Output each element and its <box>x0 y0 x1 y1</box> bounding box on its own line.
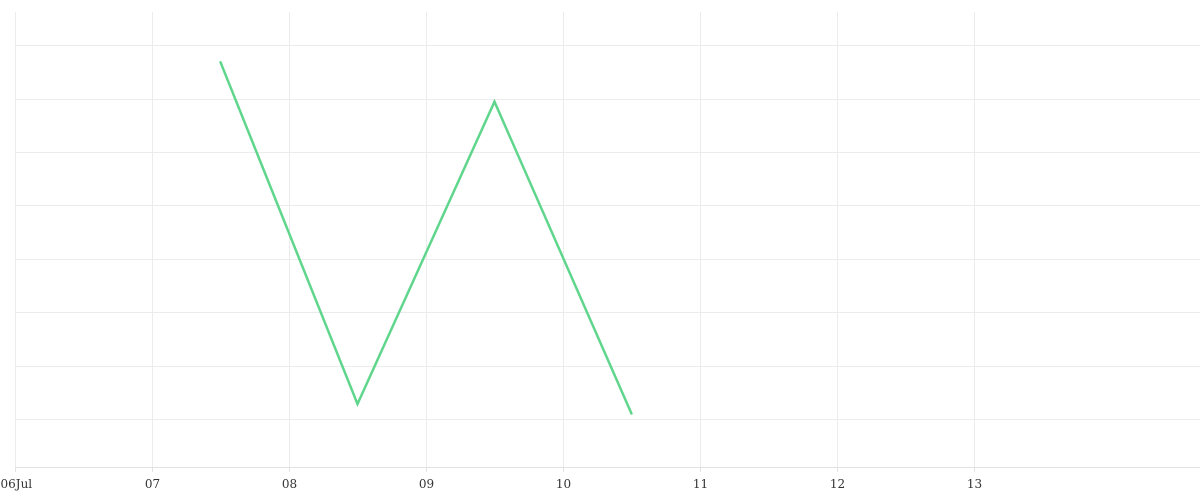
x-axis: 06Jul 07 08 09 10 11 12 13 <box>1 467 1200 491</box>
x-tick-label: 10 <box>556 477 571 491</box>
data-point <box>356 402 359 406</box>
x-tick-label: 12 <box>830 477 845 491</box>
grid <box>15 12 1200 467</box>
x-tick-label: 08 <box>282 477 297 491</box>
series-layer <box>219 61 633 415</box>
series-line <box>219 61 633 415</box>
x-tick-label: 13 <box>967 477 982 491</box>
x-tick-label: 06Jul <box>1 477 33 491</box>
x-tick-label: 07 <box>145 477 160 491</box>
x-tick-label: 11 <box>693 477 708 491</box>
x-tick-label: 09 <box>419 477 434 491</box>
data-point <box>493 100 496 103</box>
data-point <box>219 61 222 64</box>
data-point <box>630 412 633 415</box>
